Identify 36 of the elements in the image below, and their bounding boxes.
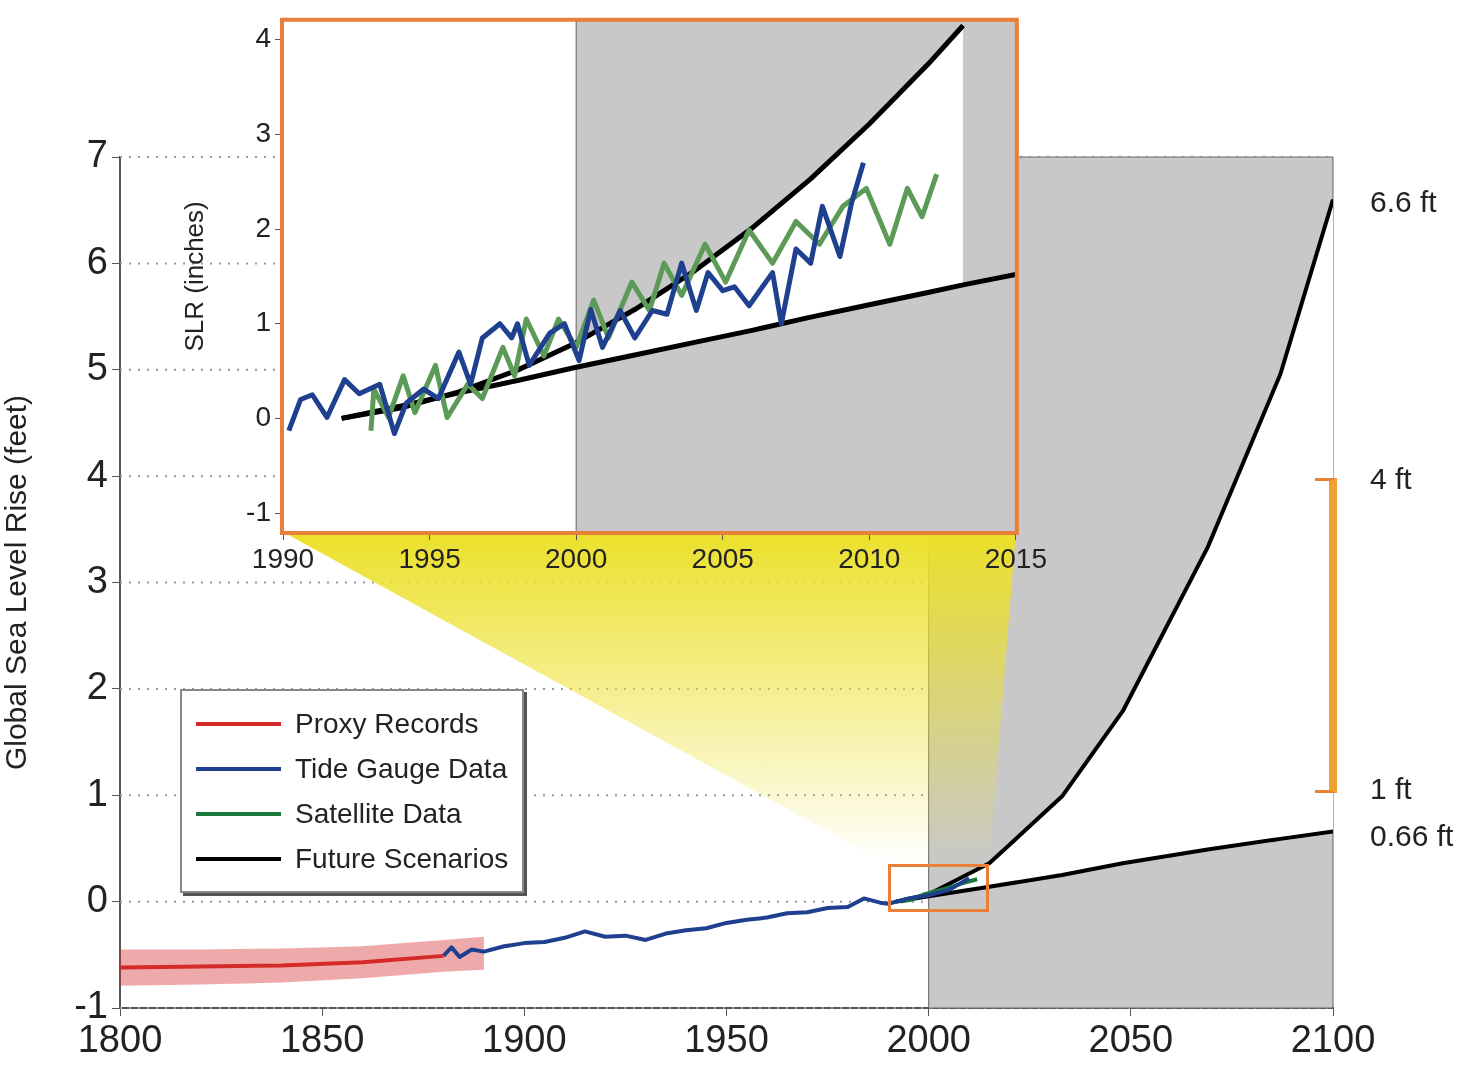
y-tick-label: 3 [255,117,271,149]
legend-label: Future Scenarios [295,842,509,875]
legend-label: Satellite Data [295,797,462,830]
y-tick-label: 4 [86,452,108,495]
text: 4 ft [1370,461,1413,495]
x-tick-label: 2000 [544,542,608,574]
x-tick-label: 1850 [279,1018,365,1061]
x-tick-label: 1995 [398,542,461,574]
x-tick-label: 2000 [886,1018,971,1061]
text: 1 ft [1370,772,1413,806]
y-tick-label: 3 [86,558,108,601]
y-tick-label: 5 [86,346,108,389]
y-tick-label: 2 [86,665,108,708]
x-tick-label: 1950 [684,1018,769,1061]
y-tick-label: 6 [86,239,108,282]
text: 6.6 ft [1370,185,1438,219]
y-axis-title: SLR (inches) [178,201,209,352]
x-tick-label: 2005 [691,542,754,574]
y-tick-label: 1 [255,306,271,338]
y-tick-label: 7 [86,133,108,176]
legend-label: Proxy Records [295,707,479,740]
y-axis-title: Global Sea Level Rise (feet) [0,394,33,771]
x-tick-label: 2050 [1088,1018,1174,1061]
x-tick-label: 2010 [838,542,901,574]
x-tick-label: 1900 [482,1018,567,1061]
y-tick-label: 2 [255,211,271,243]
legend-label: Tide Gauge Data [295,752,508,785]
x-tick-label: 1990 [251,542,315,574]
y-tick-label: -1 [246,495,271,527]
text: 0.66 ft [1370,819,1455,853]
y-tick-label: 0 [255,401,271,433]
y-tick-label: 1 [86,771,108,814]
x-tick-label: 1800 [77,1018,163,1061]
y-tick-label: 0 [86,878,108,921]
y-tick-label: 4 [255,22,271,54]
x-tick-label: 2100 [1290,1018,1376,1061]
